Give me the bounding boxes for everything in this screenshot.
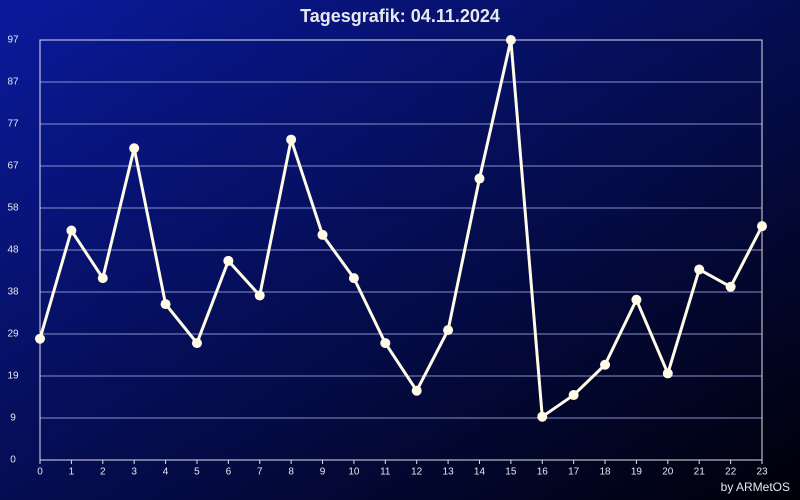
x-tick-label: 13 (443, 467, 455, 478)
point (474, 173, 485, 184)
y-tick-label: 48 (7, 245, 19, 256)
x-tick-label: 16 (537, 467, 549, 478)
point (380, 338, 391, 349)
x-tick-label: 11 (380, 467, 391, 478)
x-tick-label: 6 (226, 467, 232, 478)
x-tick-label: 3 (131, 467, 137, 478)
point (317, 229, 328, 240)
line (38, 38, 764, 419)
x-tick-label: 10 (348, 467, 360, 478)
point (35, 333, 45, 344)
y-tick-label: 29 (7, 329, 19, 340)
x-tick-label: 4 (163, 467, 169, 478)
point (662, 368, 673, 379)
x-tick-label: 15 (505, 467, 517, 478)
point (66, 225, 77, 236)
x-tick-label: 17 (568, 467, 580, 478)
footer: by ARMetOS (721, 480, 790, 494)
x-tick-label: 22 (725, 467, 737, 478)
x-tick-label: 1 (69, 467, 75, 478)
x-tick-label: 8 (288, 467, 294, 478)
y-tick-label: 58 (7, 203, 19, 214)
y-tick-label: 87 (7, 77, 19, 88)
point (757, 221, 767, 232)
point (411, 385, 422, 396)
point (97, 273, 108, 284)
point (443, 325, 454, 336)
point (725, 281, 736, 292)
y-tick-label: 77 (7, 119, 19, 130)
y-tick-label: 19 (7, 371, 19, 382)
x-tick-label: 23 (756, 467, 768, 478)
point (191, 338, 202, 349)
x-tick-label: 19 (631, 467, 643, 478)
point (223, 255, 234, 266)
x-tick-label: 12 (411, 467, 423, 478)
point (568, 390, 579, 401)
chart-title: Tagesgrafik: 04.11.2024 (300, 6, 500, 26)
y-tick-label: 67 (7, 161, 19, 172)
y-tick-label: 0 (10, 455, 16, 466)
y-tick-label: 97 (7, 35, 19, 46)
y-tick-label: 38 (7, 287, 19, 298)
point (254, 290, 265, 301)
point (537, 411, 548, 422)
point (129, 143, 140, 154)
point (600, 359, 611, 370)
x-tick-label: 9 (320, 467, 326, 478)
x-tick-label: 2 (100, 467, 106, 478)
point (348, 273, 359, 284)
point (505, 35, 516, 45)
x-tick-label: 0 (37, 467, 43, 478)
y-tick-label: 9 (10, 413, 16, 424)
point (631, 294, 642, 305)
x-tick-label: 14 (474, 467, 486, 478)
x-tick-label: 18 (599, 467, 611, 478)
point (286, 134, 297, 145)
x-tick-label: 20 (662, 467, 674, 478)
point (694, 264, 705, 275)
x-tick-label: 5 (194, 467, 200, 478)
point (160, 299, 171, 310)
x-tick-label: 7 (257, 467, 263, 478)
x-tick-label: 21 (694, 467, 706, 478)
plot-border (39, 39, 763, 461)
